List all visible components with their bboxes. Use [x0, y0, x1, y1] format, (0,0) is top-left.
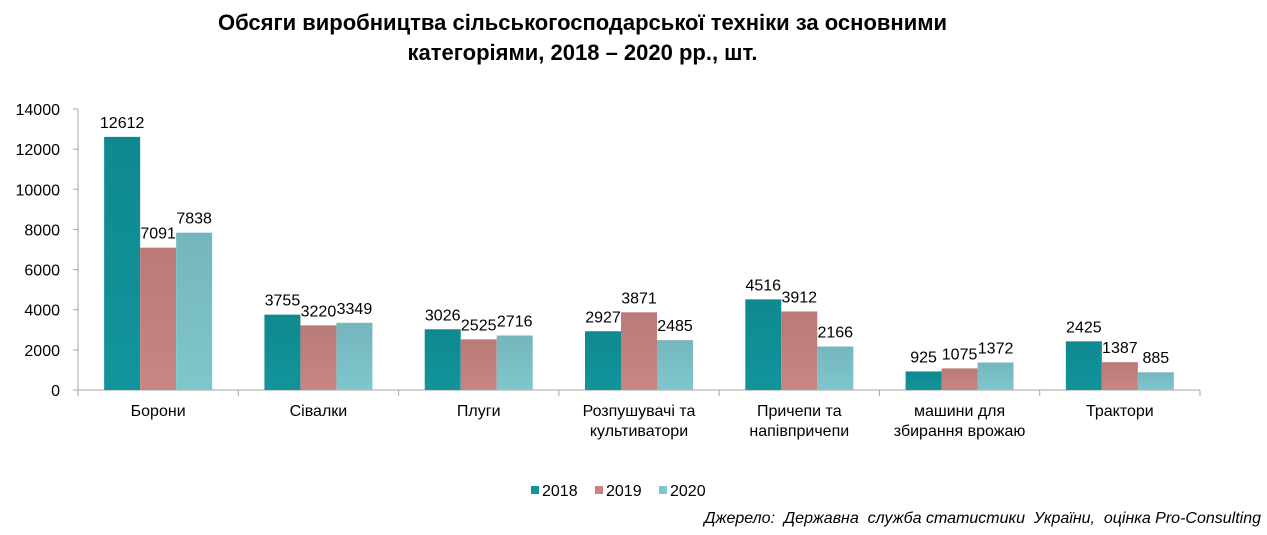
data-label: 925	[910, 349, 937, 366]
legend-label: 2018	[542, 483, 578, 500]
legend-item-2019: 2019	[595, 483, 642, 500]
data-label: 12612	[100, 115, 145, 132]
data-label: 3755	[265, 293, 301, 310]
data-label: 7091	[140, 226, 176, 243]
legend-swatch	[595, 486, 603, 494]
bar-2020	[657, 340, 693, 390]
data-label: 3349	[337, 301, 373, 318]
x-category-label: Розпушувачі та культиватори	[583, 403, 696, 440]
data-label: 2716	[497, 313, 533, 330]
bar-2018	[264, 314, 301, 390]
data-label: 3026	[425, 307, 461, 324]
bar-2019	[621, 312, 657, 390]
x-category-label: Плуги	[457, 403, 501, 420]
data-label: 2166	[817, 325, 853, 342]
data-label: 1075	[942, 346, 978, 363]
data-label: 3871	[621, 290, 657, 307]
data-label: 3912	[781, 289, 817, 306]
y-tick-label: 0	[51, 383, 60, 400]
x-category-label: Сівалки	[290, 403, 348, 420]
y-tick-label: 12000	[16, 142, 61, 159]
data-label: 2927	[585, 309, 621, 326]
bar-2018	[745, 299, 782, 390]
data-label: 885	[1143, 350, 1170, 367]
data-label: 2485	[657, 318, 693, 335]
bar-2018	[104, 136, 141, 390]
chart-title-line-1: Обсяги виробництва сільськогосподарської…	[217, 10, 948, 35]
y-tick-label: 4000	[24, 303, 60, 320]
x-category-label: Причепи та напівпричепи	[749, 403, 849, 440]
data-label: 2425	[1066, 319, 1102, 336]
x-category-label: Борони	[131, 403, 186, 420]
y-tick-label: 8000	[24, 222, 60, 239]
bar-2020	[817, 346, 854, 390]
data-label: 4516	[745, 277, 781, 294]
legend-swatch	[659, 486, 667, 494]
bar-2020	[1137, 372, 1174, 390]
x-category-label: машини для збирання врожаю	[894, 403, 1026, 440]
source-note: Джерело: Державна служба статистики Укра…	[704, 510, 1261, 527]
legend-label: 2020	[670, 483, 706, 500]
bar-2019	[300, 325, 337, 390]
bar-2020	[336, 322, 373, 390]
bar-2019	[1101, 362, 1138, 390]
bar-2019	[460, 339, 497, 390]
y-tick-label: 6000	[24, 263, 60, 280]
data-label: 1387	[1102, 340, 1138, 357]
x-category-label: Трактори	[1086, 403, 1154, 420]
bar-2019	[140, 247, 177, 390]
y-tick-label: 14000	[16, 102, 61, 119]
data-label: 1372	[978, 340, 1014, 357]
data-label: 2525	[461, 317, 497, 334]
legend-item-2020: 2020	[659, 483, 706, 500]
legend-label: 2019	[606, 483, 642, 500]
bar-2018	[424, 329, 461, 390]
y-tick-label: 2000	[24, 343, 60, 360]
bar-2018	[1065, 341, 1102, 390]
bar-2020	[176, 232, 213, 390]
bar-2018	[905, 371, 942, 390]
legend-swatch	[531, 486, 539, 494]
bar-2020	[977, 362, 1014, 390]
legend-item-2018: 2018	[531, 483, 578, 500]
chart-title: Обсяги виробництва сільськогосподарської…	[0, 8, 1165, 68]
bar-2019	[941, 368, 978, 390]
bar-2018	[585, 331, 621, 390]
y-tick-label: 10000	[16, 182, 61, 199]
bar-2019	[781, 311, 818, 390]
data-label: 7838	[176, 211, 212, 228]
bar-2020	[496, 335, 533, 390]
chart-title-line-2: категоріями, 2018 – 2020 рр., шт.	[407, 40, 758, 65]
data-label: 3220	[301, 303, 337, 320]
